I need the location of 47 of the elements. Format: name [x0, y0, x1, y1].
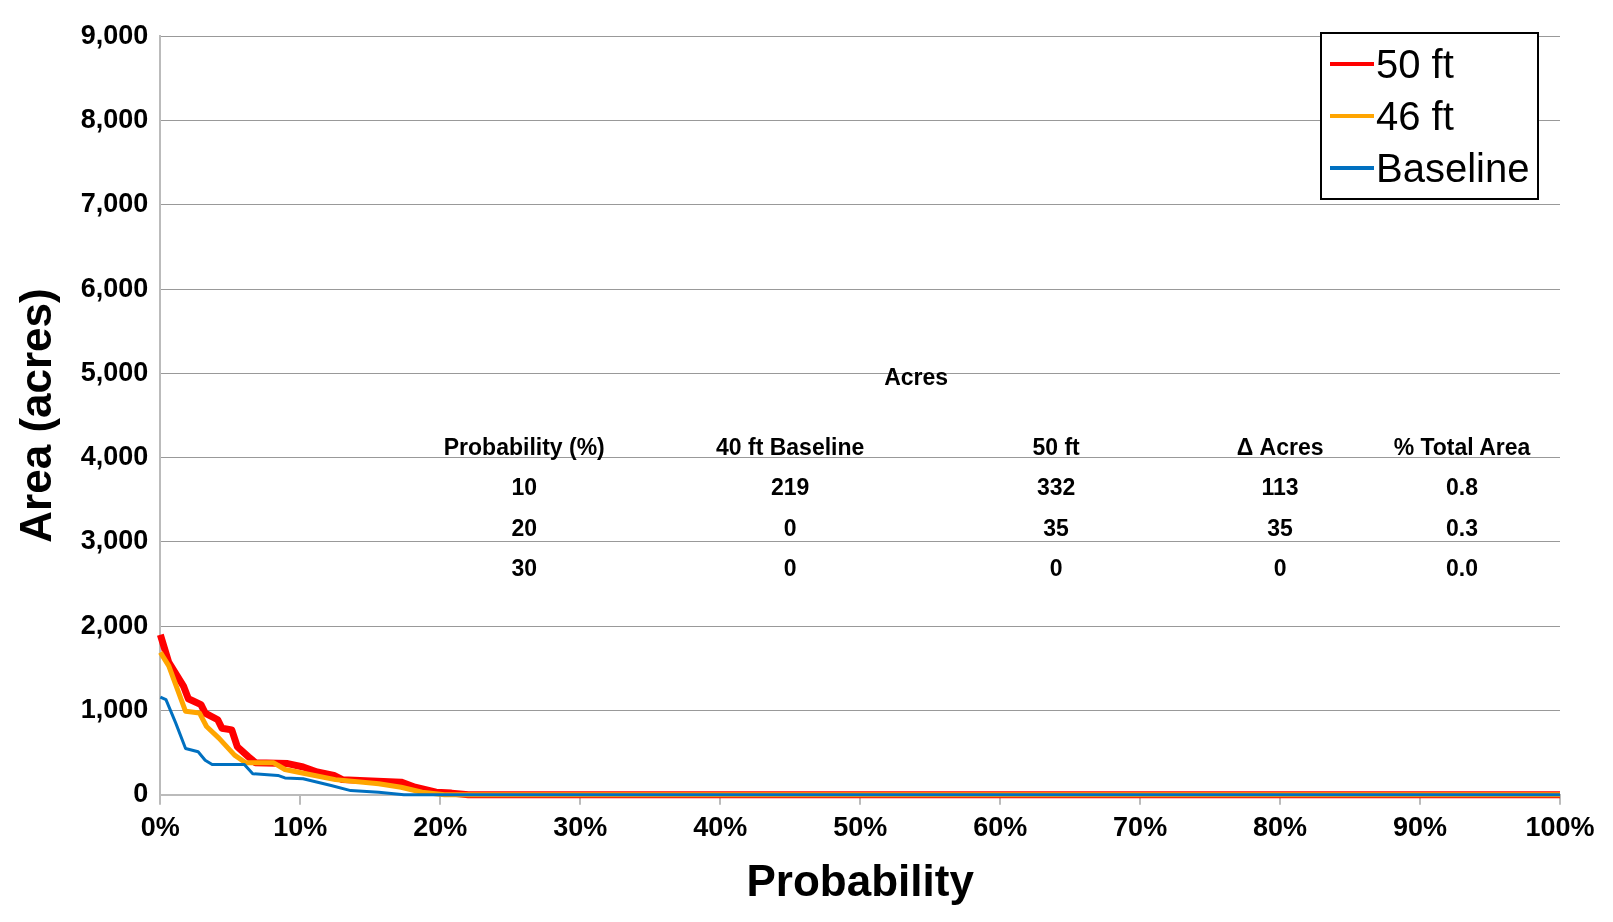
annotation: Probability (%): [443, 433, 605, 461]
annotation: 0: [1273, 554, 1287, 582]
x-tick-label: 50%: [833, 812, 888, 843]
x-axis-title: Probability: [746, 855, 975, 905]
x-tick-label: 0%: [140, 812, 180, 843]
y-tick-label: 8,000: [80, 103, 149, 134]
annotation: 40 ft Baseline: [716, 433, 865, 461]
annotation: 113: [1261, 473, 1299, 501]
x-tick-label: 100%: [1525, 812, 1595, 843]
legend-label: 50 ft: [1376, 41, 1454, 87]
annotation: 35: [1043, 514, 1069, 542]
y-axis-title: Area (acres): [10, 288, 60, 543]
y-tick-label: 7,000: [80, 188, 149, 219]
x-tick-label: 60%: [973, 812, 1028, 843]
annotation: 332: [1036, 473, 1076, 501]
y-tick-label: 5,000: [80, 356, 149, 387]
annotation: Δ Acres: [1236, 433, 1324, 461]
annotation: 219: [771, 473, 810, 501]
y-tick-label: 0: [133, 778, 149, 809]
y-tick-label: 3,000: [80, 525, 149, 556]
y-tick-label: 4,000: [80, 441, 149, 472]
legend-label: Baseline: [1376, 145, 1530, 191]
annotation: 50 ft: [1032, 433, 1080, 461]
x-tick-label: 70%: [1113, 812, 1168, 843]
annotation: 10: [511, 473, 538, 501]
annotation: 35: [1267, 514, 1293, 542]
y-tick-label: 6,000: [80, 272, 149, 303]
annotation: 0: [783, 514, 797, 542]
legend-label: 46 ft: [1376, 93, 1454, 139]
annotation: 0: [783, 554, 797, 582]
annotation: 30: [511, 554, 538, 582]
annotation: % Total Area: [1393, 433, 1531, 461]
x-tick-label: 40%: [693, 812, 748, 843]
annotation: 0.0: [1446, 554, 1479, 582]
annotation: 0.3: [1446, 514, 1479, 542]
annotation: Acres: [884, 363, 949, 391]
annotation: 0.8: [1446, 473, 1479, 501]
y-tick-label: 2,000: [80, 609, 149, 640]
x-tick-label: 20%: [413, 812, 468, 843]
x-tick-label: 80%: [1253, 812, 1308, 843]
y-tick-label: 1,000: [80, 693, 149, 724]
x-tick-label: 10%: [273, 812, 328, 843]
annotation: 20: [511, 514, 538, 542]
annotation: 0: [1049, 554, 1063, 582]
x-tick-label: 30%: [553, 812, 608, 843]
y-tick-label: 9,000: [80, 19, 149, 50]
x-tick-label: 90%: [1393, 812, 1448, 843]
